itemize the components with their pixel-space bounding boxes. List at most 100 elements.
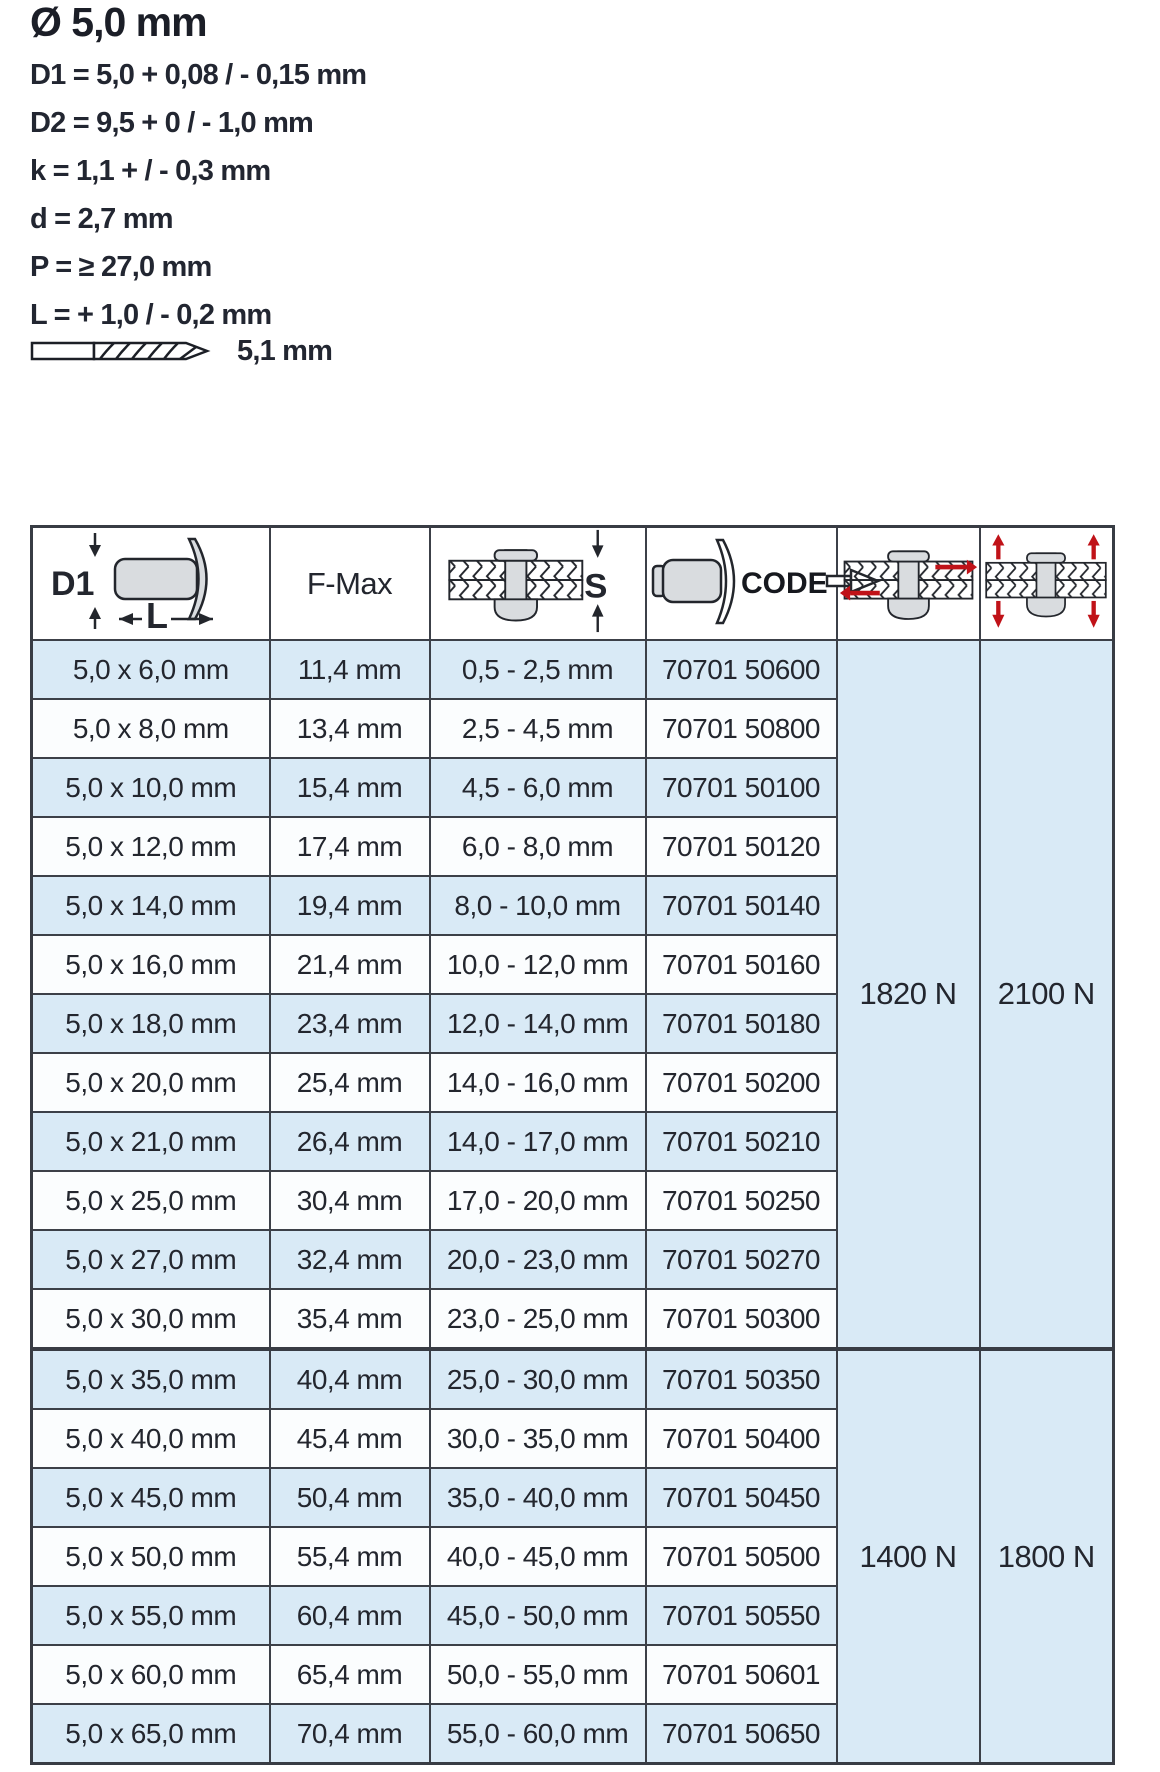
cell-grip-range: 8,0 - 10,0 mm xyxy=(428,875,647,936)
cell-tensile-strength: 2100 N xyxy=(978,639,1115,1350)
cell-grip-range: 35,0 - 40,0 mm xyxy=(428,1467,647,1528)
cell-grip-range: 6,0 - 8,0 mm xyxy=(428,816,647,877)
cell-fmax: 25,4 mm xyxy=(268,1052,431,1113)
table-row: 5,0 x 55,0 mm 60,4 mm 45,0 - 50,0 mm 70701 … xyxy=(30,1585,1114,1646)
table-row: 5,0 x 18,0 mm 23,4 mm 12,0 - 14,0 mm 70701 … xyxy=(30,993,1114,1054)
cell-code: 70701 50650 xyxy=(644,1703,838,1765)
cell-grip-range: 17,0 - 20,0 mm xyxy=(428,1170,647,1231)
cell-grip-range: 50,0 - 55,0 mm xyxy=(428,1644,647,1705)
drill-size-label: 5,1 mm xyxy=(237,334,333,367)
table-row: 5,0 x 50,0 mm 55,4 mm 40,0 - 45,0 mm 70701 … xyxy=(30,1526,1114,1587)
table-row: 5,0 x 21,0 mm 26,4 mm 14,0 - 17,0 mm 70701 … xyxy=(30,1111,1114,1172)
cell-dimension: 5,0 x 45,0 mm xyxy=(30,1467,271,1528)
table-row: 5,0 x 10,0 mm 15,4 mm 4,5 - 6,0 mm 70701 50… xyxy=(30,757,1114,818)
column-header-shear-strength xyxy=(835,525,981,641)
cell-fmax: 19,4 mm xyxy=(268,875,431,936)
cell-dimension: 5,0 x 14,0 mm xyxy=(30,875,271,936)
cell-code: 70701 50200 xyxy=(644,1052,838,1113)
cell-dimension: 5,0 x 35,0 mm xyxy=(30,1347,271,1410)
cell-code: 70701 50400 xyxy=(644,1408,838,1469)
cell-code: 70701 50120 xyxy=(644,816,838,877)
cell-grip-range: 30,0 - 35,0 mm xyxy=(428,1408,647,1469)
cell-grip-range: 25,0 - 30,0 mm xyxy=(428,1347,647,1410)
cell-dimension: 5,0 x 16,0 mm xyxy=(30,934,271,995)
cell-dimension: 5,0 x 40,0 mm xyxy=(30,1408,271,1469)
cell-grip-range: 45,0 - 50,0 mm xyxy=(428,1585,647,1646)
table-row: 5,0 x 6,0 mm 11,4 mm 0,5 - 2,5 mm 70701 506… xyxy=(30,639,1115,1350)
column-header-code: CODE xyxy=(644,525,881,641)
cell-code: 70701 50350 xyxy=(644,1347,838,1410)
cell-dimension: 5,0 x 12,0 mm xyxy=(30,816,271,877)
cell-grip-range: 10,0 - 12,0 mm xyxy=(428,934,647,995)
page-title: Ø 5,0 mm xyxy=(30,0,208,45)
cell-dimension: 5,0 x 6,0 mm xyxy=(30,639,271,700)
table-header-row: D1 L F-Max xyxy=(30,525,1115,641)
cell-code: 70701 50160 xyxy=(644,934,838,995)
cell-code: 70701 50100 xyxy=(644,757,838,818)
cell-grip-range: 20,0 - 23,0 mm xyxy=(428,1229,647,1290)
spec-line-d2: D2 = 9,5 + 0 / - 1,0 mm xyxy=(30,107,314,139)
cell-fmax: 60,4 mm xyxy=(268,1585,431,1646)
shear-strength-diagram-icon xyxy=(839,550,977,620)
cell-dimension: 5,0 x 8,0 mm xyxy=(30,698,271,759)
tensile-strength-diagram-icon xyxy=(985,534,1107,628)
table-row: 5,0 x 27,0 mm 32,4 mm 20,0 - 23,0 mm 70701 … xyxy=(30,1229,1114,1290)
cell-code: 70701 50450 xyxy=(644,1467,838,1528)
cell-dimension: 5,0 x 18,0 mm xyxy=(30,993,271,1054)
spec-list: D1 = 5,0 + 0,08 / - 0,15 mm D2 = 9,5 + 0… xyxy=(30,51,670,339)
fmax-label: F-Max xyxy=(306,565,393,601)
cell-code: 70701 50800 xyxy=(644,698,838,759)
table-row: 5,0 x 45,0 mm 50,4 mm 35,0 - 40,0 mm 70701 … xyxy=(30,1467,1114,1528)
cell-fmax: 50,4 mm xyxy=(268,1467,431,1528)
cell-code: 70701 50180 xyxy=(644,993,838,1054)
spec-line-p: P = ≥ 27,0 mm xyxy=(30,251,212,283)
table-row: 5,0 x 60,0 mm 65,4 mm 50,0 - 55,0 mm 70701 … xyxy=(30,1644,1114,1705)
spec-line-l: L = + 1,0 / - 0,2 mm xyxy=(30,299,272,331)
cell-fmax: 40,4 mm xyxy=(268,1347,431,1410)
cell-grip-range: 2,5 - 4,5 mm xyxy=(428,698,647,759)
cell-fmax: 11,4 mm xyxy=(268,639,431,700)
cell-dimension: 5,0 x 65,0 mm xyxy=(30,1703,271,1765)
column-header-grip-range: S xyxy=(428,525,647,641)
code-rivet-diagram-icon: CODE xyxy=(651,538,881,624)
cell-code: 70701 50250 xyxy=(644,1170,838,1231)
cell-shear-strength: 1820 N xyxy=(835,639,981,1350)
cell-fmax: 13,4 mm xyxy=(268,698,431,759)
drill-bit-icon xyxy=(30,341,211,361)
cell-code: 70701 50270 xyxy=(644,1229,838,1290)
column-header-dimension: D1 L xyxy=(30,525,271,641)
cell-fmax: 70,4 mm xyxy=(268,1703,431,1765)
cell-fmax: 21,4 mm xyxy=(268,934,431,995)
spec-header: Ø 5,0 mm D1 = 5,0 + 0,08 / - 0,15 mm D2 … xyxy=(30,2,670,339)
cell-grip-range: 14,0 - 17,0 mm xyxy=(428,1111,647,1172)
drill-size-row: 5,1 mm xyxy=(30,334,333,368)
table-row: 5,0 x 16,0 mm 21,4 mm 10,0 - 12,0 mm 70701 … xyxy=(30,934,1114,995)
code-label: CODE xyxy=(741,567,828,600)
cell-shear-strength: 1400 N xyxy=(835,1347,981,1765)
cell-fmax: 30,4 mm xyxy=(268,1170,431,1231)
cell-dimension: 5,0 x 10,0 mm xyxy=(30,757,271,818)
spec-line-d1: D1 = 5,0 + 0,08 / - 0,15 mm xyxy=(30,59,367,91)
cell-code: 70701 50600 xyxy=(644,639,838,700)
table-row: 5,0 x 12,0 mm 17,4 mm 6,0 - 8,0 mm 70701 50… xyxy=(30,816,1114,877)
cell-grip-range: 23,0 - 25,0 mm xyxy=(428,1288,647,1350)
spec-line-d: d = 2,7 mm xyxy=(30,203,174,235)
table-row: 5,0 x 20,0 mm 25,4 mm 14,0 - 16,0 mm 70701 … xyxy=(30,1052,1114,1113)
cell-fmax: 17,4 mm xyxy=(268,816,431,877)
cell-grip-range: 14,0 - 16,0 mm xyxy=(428,1052,647,1113)
cell-dimension: 5,0 x 55,0 mm xyxy=(30,1585,271,1646)
cell-dimension: 5,0 x 60,0 mm xyxy=(30,1644,271,1705)
cell-fmax: 32,4 mm xyxy=(268,1229,431,1290)
cell-code: 70701 50500 xyxy=(644,1526,838,1587)
l-label: L xyxy=(146,595,168,631)
cell-grip-range: 12,0 - 14,0 mm xyxy=(428,993,647,1054)
cell-code: 70701 50140 xyxy=(644,875,838,936)
table-body: 5,0 x 6,0 mm 11,4 mm 0,5 - 2,5 mm 70701 506… xyxy=(30,639,1115,1765)
cell-code: 70701 50550 xyxy=(644,1585,838,1646)
cell-dimension: 5,0 x 20,0 mm xyxy=(30,1052,271,1113)
table-row: 5,0 x 8,0 mm 13,4 mm 2,5 - 4,5 mm 70701 508… xyxy=(30,698,1114,759)
table-row: 5,0 x 35,0 mm 40,4 mm 25,0 - 30,0 mm 70701 … xyxy=(30,1347,1115,1765)
table-row: 5,0 x 14,0 mm 19,4 mm 8,0 - 10,0 mm 70701 5… xyxy=(30,875,1114,936)
cell-dimension: 5,0 x 25,0 mm xyxy=(30,1170,271,1231)
